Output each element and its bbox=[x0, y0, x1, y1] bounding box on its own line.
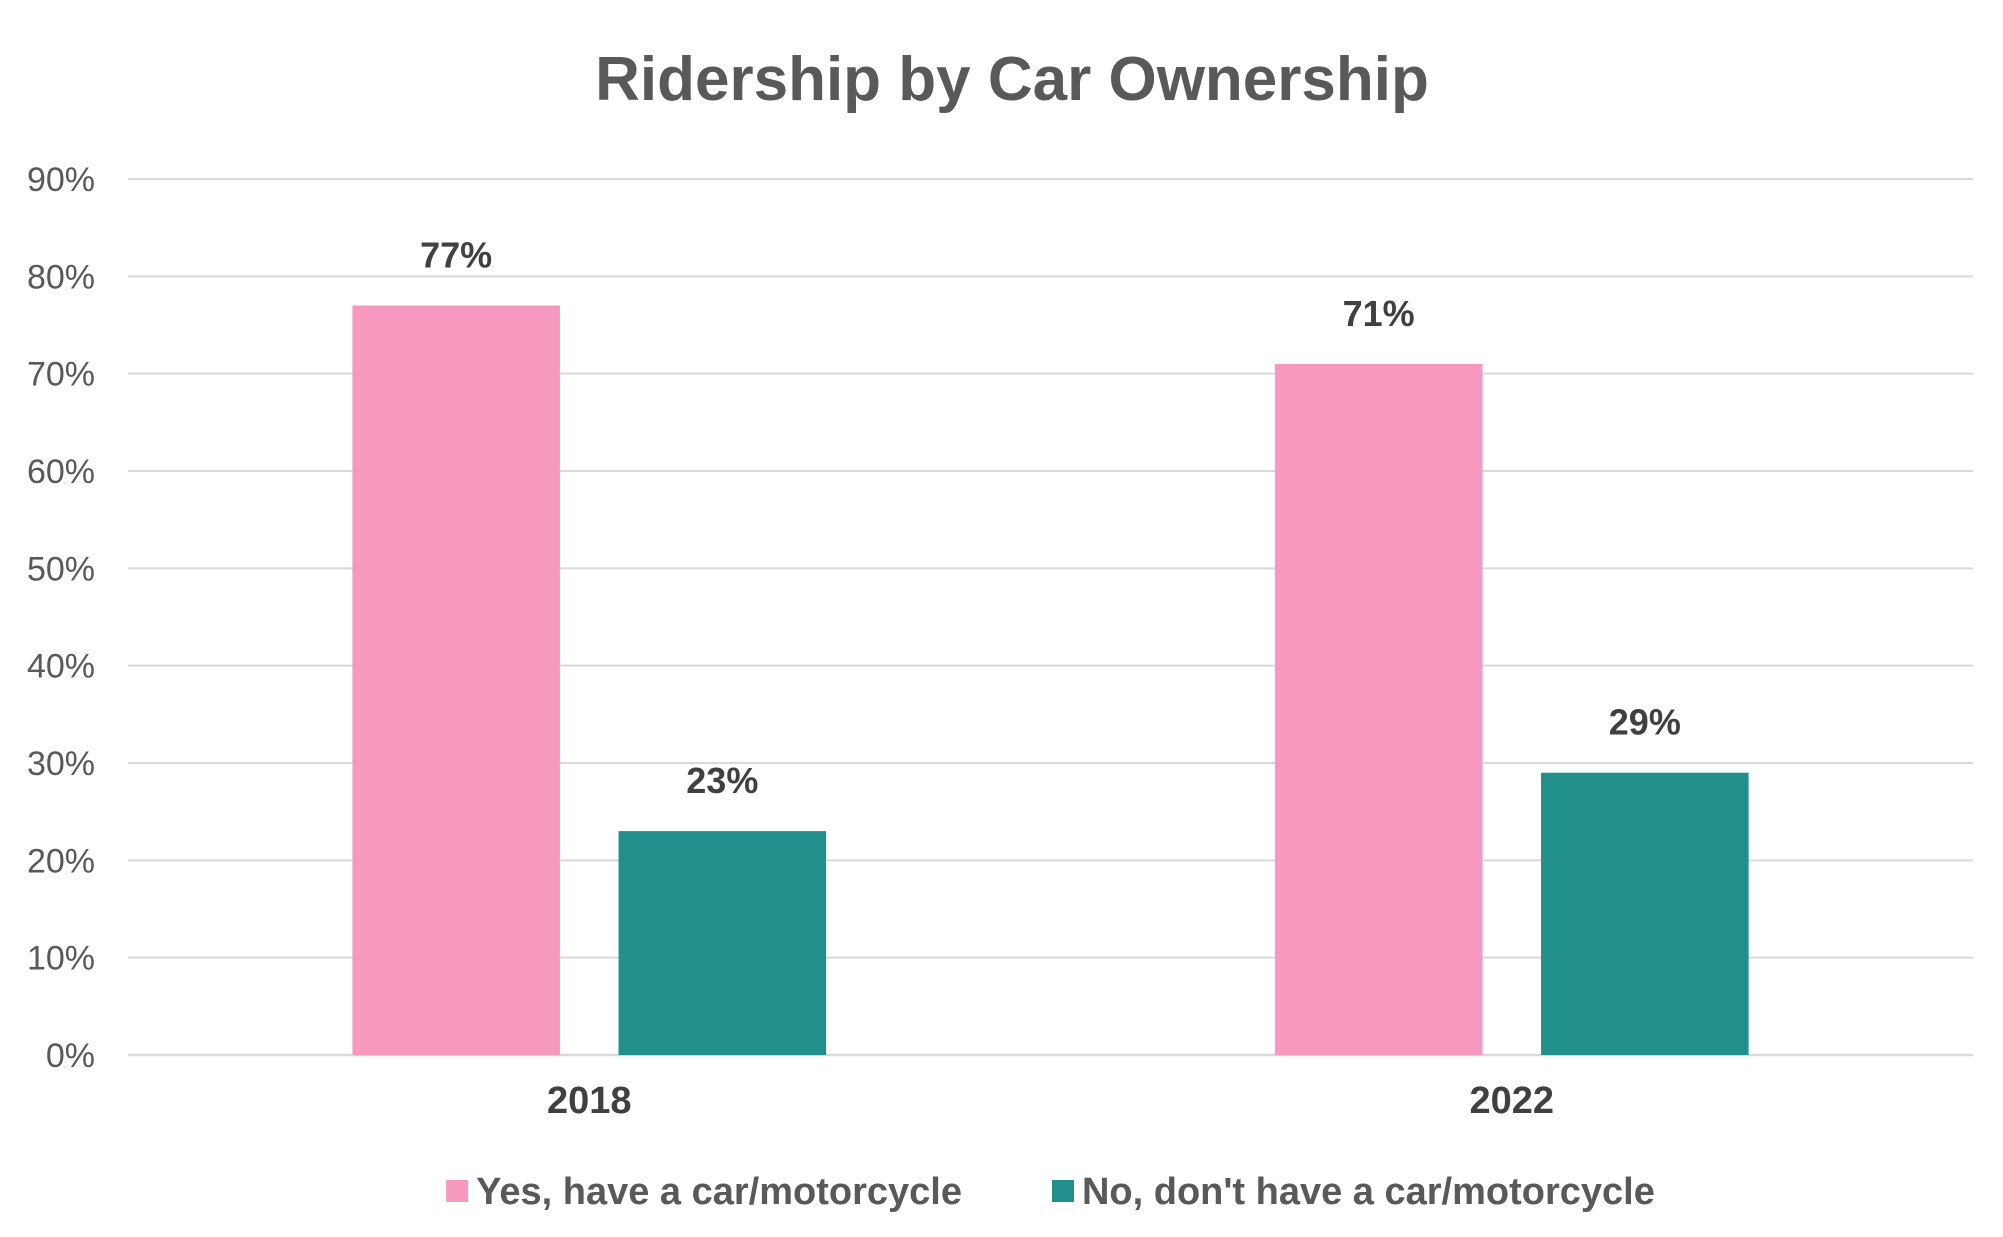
y-tick-label: 30% bbox=[27, 745, 95, 783]
bar-2018-series-1 bbox=[352, 305, 560, 1055]
bar-2018-series-2 bbox=[618, 831, 827, 1055]
legend-label: No, don't have a car/motorcycle bbox=[1082, 1171, 1655, 1213]
bar-2022-series-1 bbox=[1274, 363, 1483, 1055]
chart-title: Ridership by Car Ownership bbox=[595, 45, 1429, 114]
y-tick-label: 70% bbox=[27, 356, 95, 394]
legend-swatch bbox=[1051, 1180, 1074, 1202]
y-tick-label: 90% bbox=[27, 161, 95, 199]
y-tick-label: 80% bbox=[27, 258, 95, 296]
y-tick-label: 20% bbox=[27, 842, 95, 880]
x-axis-ticks: 2018 2022 bbox=[547, 1080, 1554, 1122]
y-tick-label: 10% bbox=[27, 940, 95, 978]
data-labels: 77% 23% 71% 29% bbox=[420, 235, 1681, 802]
legend-item: Yes, have a car/motorcycle bbox=[446, 1171, 962, 1213]
legend-item: No, don't have a car/motorcycle bbox=[1051, 1171, 1655, 1213]
y-tick-label: 0% bbox=[46, 1037, 95, 1075]
legend-label: Yes, have a car/motorcycle bbox=[476, 1171, 962, 1213]
bars bbox=[352, 305, 1749, 1055]
x-tick-label: 2018 bbox=[547, 1080, 632, 1122]
legend: Yes, have a car/motorcycle No, don't have… bbox=[446, 1171, 1655, 1213]
y-axis-ticks: 0% 10% 20% 30% 40% 50% 60% 70% 80% 90% bbox=[27, 161, 95, 1075]
y-tick-label: 40% bbox=[27, 648, 95, 686]
data-label: 77% bbox=[420, 235, 492, 276]
x-tick-label: 2022 bbox=[1469, 1080, 1554, 1122]
data-label: 29% bbox=[1609, 702, 1681, 743]
y-tick-label: 60% bbox=[27, 453, 95, 491]
bar-2022-series-2 bbox=[1541, 772, 1749, 1055]
data-label: 71% bbox=[1343, 293, 1415, 334]
legend-swatch bbox=[446, 1180, 469, 1202]
data-label: 23% bbox=[686, 760, 758, 801]
y-tick-label: 50% bbox=[27, 550, 95, 588]
